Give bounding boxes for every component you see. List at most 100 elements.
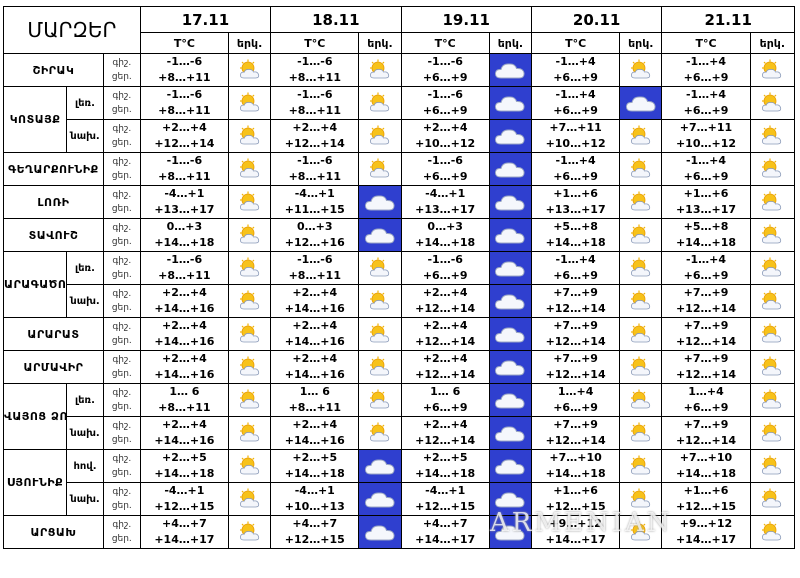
temperature-cell: -4…+1 +13…+17 [400, 185, 490, 219]
sun-cloud-icon [630, 323, 650, 343]
day-label: ցեր. [111, 303, 132, 313]
sun-cloud-icon [762, 323, 782, 343]
day-temp: +14…+16 [154, 335, 215, 348]
sun-cloud-icon [239, 323, 259, 343]
forecast-table: ՄԱՐԶԵՐ 17.11 18.11 19.11 20.11 21.11 T°C… [2, 6, 796, 549]
sun-cloud-icon [239, 422, 259, 442]
temperature-cell: -1…-6 +6…+9 [400, 86, 490, 120]
day-temp: +6…+9 [553, 401, 598, 414]
day-temp: +14…+17 [415, 533, 476, 546]
day-temp: +8…+11 [288, 401, 341, 414]
night-temp: +2…+4 [162, 121, 207, 134]
day-label: ցեր. [111, 138, 132, 148]
day-label: ցեր. [111, 369, 132, 379]
day-label: ցեր. [111, 534, 132, 544]
day-temp: +14…+17 [154, 533, 215, 546]
sky-cell [749, 449, 796, 483]
period-labels: գիշ. ցեր. [102, 119, 141, 153]
day-temp: +14…+18 [154, 236, 215, 249]
day-temp: +14…+16 [284, 368, 345, 381]
temperature-cell: +5…+8 +14…+18 [530, 218, 621, 252]
night-temp: +7…+9 [553, 352, 598, 365]
day-temp: +6…+9 [553, 269, 598, 282]
day-temp: +8…+11 [288, 104, 341, 117]
date-header: 19.11 [400, 6, 532, 33]
temperature-cell: +2…+4 +10…+12 [400, 119, 490, 153]
temperature-cell: +2…+4 +14…+16 [270, 416, 360, 450]
sky-cell [619, 152, 663, 186]
sky-cell [488, 416, 532, 450]
sky-cell [358, 152, 402, 186]
temperature-cell: -1…+4 +6…+9 [530, 53, 621, 87]
temperature-cell: +7…+10 +14…+18 [530, 449, 621, 483]
sun-cloud-icon [239, 389, 259, 409]
zone-label: հով. [66, 449, 104, 483]
sun-cloud-icon [239, 158, 259, 178]
night-label: գիշ. [112, 58, 132, 68]
night-temp: 1…+4 [557, 385, 594, 398]
day-temp: +12…+15 [154, 500, 215, 513]
day-temp: +14…+16 [154, 302, 215, 315]
night-temp: +1…+6 [553, 187, 598, 200]
sky-cell [228, 251, 272, 285]
night-temp: +2…+4 [422, 352, 468, 365]
region-name: ՍՅՈՒՆԻՔ [2, 449, 68, 516]
night-temp: -4…+1 [425, 187, 466, 200]
night-temp: +1…+6 [553, 484, 598, 497]
night-temp: -1…-6 [297, 88, 333, 101]
temperature-cell: -1…+4 +6…+9 [661, 53, 751, 87]
table-row: նախ. գիշ. ցեր. +2…+4 +14…+16 +2…+4 +14…+16 +2…+… [4, 284, 796, 318]
temperature-cell: +2…+5 +14…+18 [139, 449, 230, 483]
zone-label: լեռ. [66, 251, 104, 285]
temperature-cell: -4…+1 +10…+13 [270, 482, 360, 516]
day-temp: +12…+15 [545, 500, 606, 513]
sun-cloud-icon [239, 257, 259, 277]
temperature-cell: +2…+4 +12…+14 [400, 416, 490, 450]
sky-cell [749, 185, 796, 219]
night-temp: -1…+4 [555, 55, 596, 68]
temperature-cell: +4…+7 +12…+15 [270, 515, 360, 549]
day-temp: +6…+9 [422, 71, 468, 84]
temperature-cell: +7…+9 +12…+14 [661, 284, 751, 318]
period-labels: գիշ. ցեր. [102, 416, 141, 450]
day-temp: +8…+11 [158, 71, 211, 84]
sun-cloud-icon [762, 488, 782, 508]
sun-cloud-icon [369, 158, 390, 178]
night-temp: -1…-6 [427, 88, 463, 101]
night-temp: +2…+4 [422, 286, 468, 299]
cloud-icon [625, 96, 656, 112]
sky-cell [228, 185, 272, 219]
period-labels: գիշ. ցեր. [102, 185, 141, 219]
sun-cloud-icon [762, 389, 782, 409]
period-labels: գիշ. ցեր. [102, 218, 141, 252]
night-temp: +2…+4 [292, 418, 338, 431]
day-temp: +8…+11 [158, 269, 211, 282]
temperature-cell: +7…+9 +12…+14 [530, 416, 621, 450]
night-temp: +4…+7 [422, 517, 468, 530]
temperature-cell: +7…+9 +12…+14 [661, 350, 751, 384]
table-row: ՇԻՐԱԿ գիշ. ցեր. -1…-6 +8…+11 -1…-6 +8…+11 -1…-6… [3, 53, 796, 87]
temperature-cell: +5…+8 +14…+18 [661, 218, 751, 252]
sun-cloud-icon [369, 389, 390, 409]
sky-cell [749, 86, 796, 120]
sky-cell [358, 218, 402, 252]
night-temp: +2…+4 [422, 121, 468, 134]
sun-cloud-icon [369, 257, 390, 277]
day-temp: +12…+14 [675, 368, 737, 381]
region-name: ՇԻՐԱԿ [3, 53, 104, 87]
night-temp: +7…+11 [549, 121, 602, 134]
sky-col-header: երկ. [228, 32, 272, 54]
region-name: ՎԱՅՈՑ ՁՈՐ [2, 383, 68, 450]
sun-cloud-icon [630, 422, 650, 442]
day-temp: +12…+14 [675, 434, 737, 447]
day-temp: +14…+18 [545, 467, 606, 480]
day-temp: +14…+18 [675, 236, 737, 249]
day-temp: +6…+9 [553, 170, 598, 183]
day-temp: +6…+9 [553, 71, 598, 84]
date-header: 21.11 [661, 6, 795, 33]
sky-cell [619, 119, 663, 153]
day-temp: +12…+14 [415, 335, 476, 348]
cloud-icon [495, 162, 525, 178]
sky-cell [488, 218, 532, 252]
night-temp: 0…+3 [427, 220, 463, 233]
